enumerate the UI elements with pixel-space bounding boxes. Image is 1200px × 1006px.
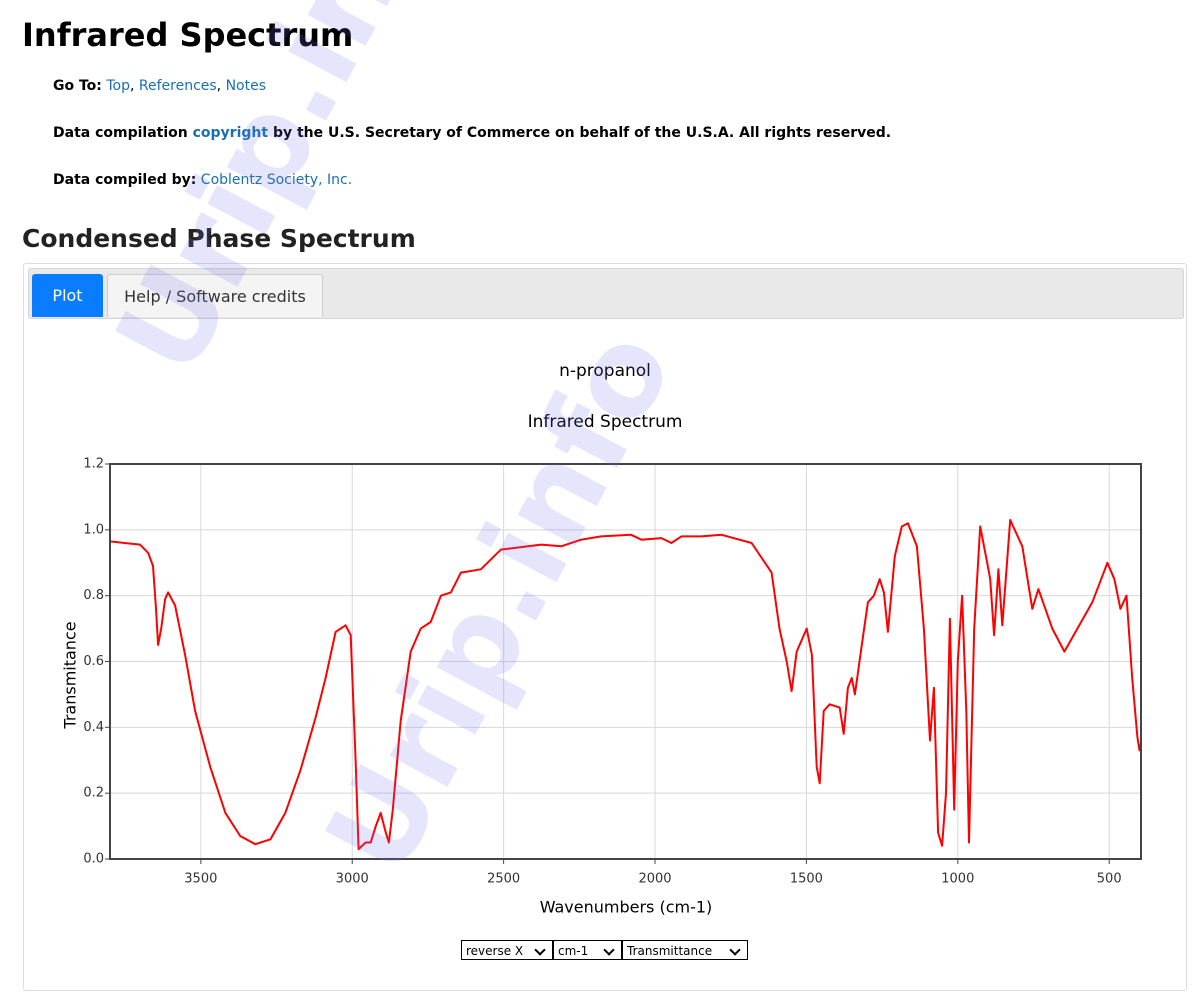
copyright-row: Data compilation copyright by the U.S. S… [53, 125, 891, 141]
y-tick-label: 0.0 [83, 852, 104, 867]
tab[interactable]: Help / Software credits [107, 274, 323, 317]
chart-title: n-propanol [559, 361, 651, 381]
y-tick-label: 0.8 [83, 588, 104, 603]
y-tick-label: 0.2 [83, 786, 104, 801]
x-axis-label: Wavenumbers (cm-1) [540, 898, 713, 917]
spectrum-line [109, 519, 1142, 851]
panel [23, 263, 1187, 991]
separator: , [216, 78, 222, 94]
x-tick-label: 2000 [638, 872, 671, 887]
link[interactable]: Coblentz Society, Inc. [200, 172, 353, 188]
y-tick-label: 0.6 [83, 654, 104, 669]
x-tick-label: 1000 [941, 872, 974, 887]
tab[interactable]: Plot [32, 274, 103, 317]
page-title: Infrared Spectrum [22, 16, 354, 54]
chart-subtitle: Infrared Spectrum [528, 412, 683, 432]
y-axis-label: Transmitance [61, 621, 80, 729]
x-tick-label: 500 [1097, 872, 1122, 887]
text: Data compilation [53, 125, 188, 141]
link[interactable]: copyright [192, 125, 269, 141]
separator: , [129, 78, 135, 94]
y-tick-label: 0.4 [83, 720, 104, 735]
plot-border [109, 463, 1142, 860]
label: Data compiled by: [53, 172, 197, 188]
x-tick-label: 1500 [790, 872, 823, 887]
compiled-row: Data compiled by: Coblentz Society, Inc. [53, 172, 352, 188]
goto-label: Go To: [53, 78, 102, 94]
link[interactable]: References [138, 78, 217, 94]
x-tick-label: 3000 [336, 872, 369, 887]
link[interactable]: Notes [225, 78, 267, 94]
y-tick-label: 1.2 [83, 457, 104, 472]
text: by the U.S. Secretary of Commerce on beh… [272, 125, 892, 141]
goto-row: Go To: Top, References, Notes [53, 78, 266, 94]
section-title: Condensed Phase Spectrum [22, 224, 416, 253]
y-tick-label: 1.0 [83, 522, 104, 537]
select[interactable]: Transmittance [622, 940, 748, 960]
x-tick-label: 2500 [487, 872, 520, 887]
x-tick-label: 3500 [184, 872, 217, 887]
link[interactable]: Top [106, 78, 130, 94]
